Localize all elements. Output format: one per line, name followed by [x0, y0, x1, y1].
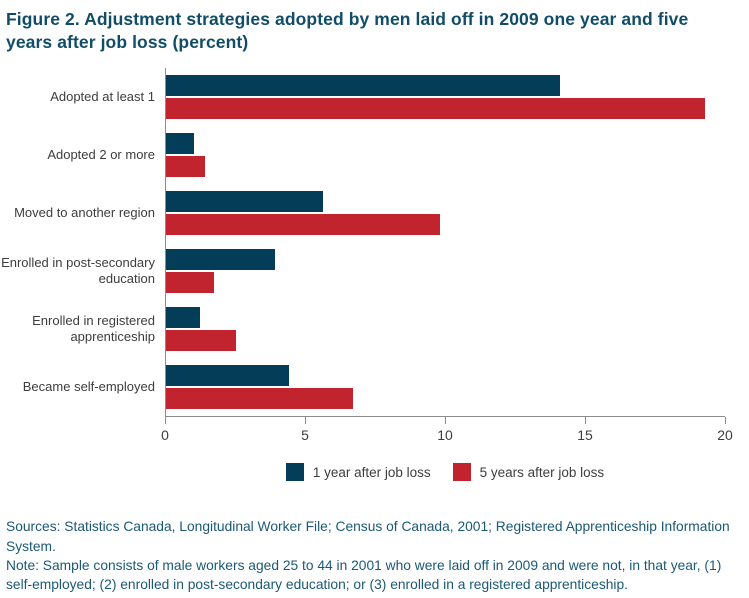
axis-tick-label: 0	[161, 427, 169, 444]
legend-swatch-5-years-icon	[452, 463, 471, 482]
axis-tick-label: 10	[437, 427, 453, 444]
axis-tick-label: 5	[301, 427, 309, 444]
bar-1-year-after-job-loss	[166, 249, 275, 271]
axis-tick	[165, 417, 166, 425]
axis-spacer	[0, 416, 165, 449]
axis-tick-label: 15	[577, 427, 593, 444]
x-axis-line: 0 5 10 15 20	[161, 416, 733, 449]
category-label: Adopted at least 1	[50, 89, 155, 105]
figure-title: Figure 2. Adjustment strategies adopted …	[6, 9, 689, 53]
legend-swatch-1-year-icon	[285, 463, 304, 482]
bar-1-year-after-job-loss	[166, 365, 289, 387]
chart-category-row: Enrolled in registered apprenticeship	[0, 300, 749, 359]
axis-tick	[725, 417, 726, 425]
bar-1-year-after-job-loss	[166, 75, 561, 97]
category-bars	[165, 300, 725, 359]
axis-tick	[445, 417, 446, 425]
bar-1-year-after-job-loss	[166, 307, 200, 329]
category-label: Moved to another region	[14, 205, 155, 221]
axis-tick	[305, 417, 306, 425]
category-bars	[165, 126, 725, 185]
category-bars	[165, 184, 725, 243]
axis-tick	[585, 417, 586, 425]
bar-5-years-after-job-loss	[166, 156, 206, 178]
bar-1-year-after-job-loss	[166, 191, 323, 213]
category-label: Enrolled in registered apprenticeship	[32, 312, 155, 345]
category-bars	[165, 242, 725, 301]
category-bars	[165, 68, 725, 127]
bar-5-years-after-job-loss	[166, 388, 354, 410]
category-label: Became self-employed	[22, 379, 155, 395]
axis-tick-label: 20	[717, 427, 733, 444]
chart-category-row: Became self-employed	[0, 358, 749, 417]
category-bars	[165, 358, 725, 417]
chart-category-row: Adopted at least 1	[0, 68, 749, 127]
chart-category-row: Adopted 2 or more	[0, 126, 749, 185]
chart-rows: Adopted at least 1 Adopted 2 or more Moved…	[0, 68, 749, 417]
bar-5-years-after-job-loss	[166, 98, 706, 120]
bar-5-years-after-job-loss	[166, 214, 440, 236]
category-label: Enrolled in post-secondary education	[1, 254, 155, 287]
bar-5-years-after-job-loss	[166, 330, 236, 352]
legend-item-1-year: 1 year after job loss	[285, 463, 431, 482]
chart-legend: 1 year after job loss 5 years after job …	[165, 461, 725, 483]
legend-label-1-year: 1 year after job loss	[312, 464, 431, 480]
figure-footnotes: Sources: Statistics Canada, Longitudinal…	[0, 517, 749, 594]
bar-1-year-after-job-loss	[166, 133, 194, 155]
bar-5-years-after-job-loss	[166, 272, 214, 294]
bar-chart: Adopted at least 1 Adopted 2 or more Moved…	[0, 68, 749, 483]
chart-category-row: Moved to another region	[0, 184, 749, 243]
note-text: Note: Sample consists of male workers ag…	[6, 557, 722, 593]
chart-category-row: Enrolled in post-secondary education	[0, 242, 749, 301]
legend-item-5-years: 5 years after job loss	[452, 463, 605, 482]
legend-label-5-years: 5 years after job loss	[479, 464, 605, 480]
sources-text: Sources: Statistics Canada, Longitudinal…	[6, 519, 730, 554]
category-label: Adopted 2 or more	[47, 147, 155, 163]
x-axis: 0 5 10 15 20	[0, 416, 749, 449]
